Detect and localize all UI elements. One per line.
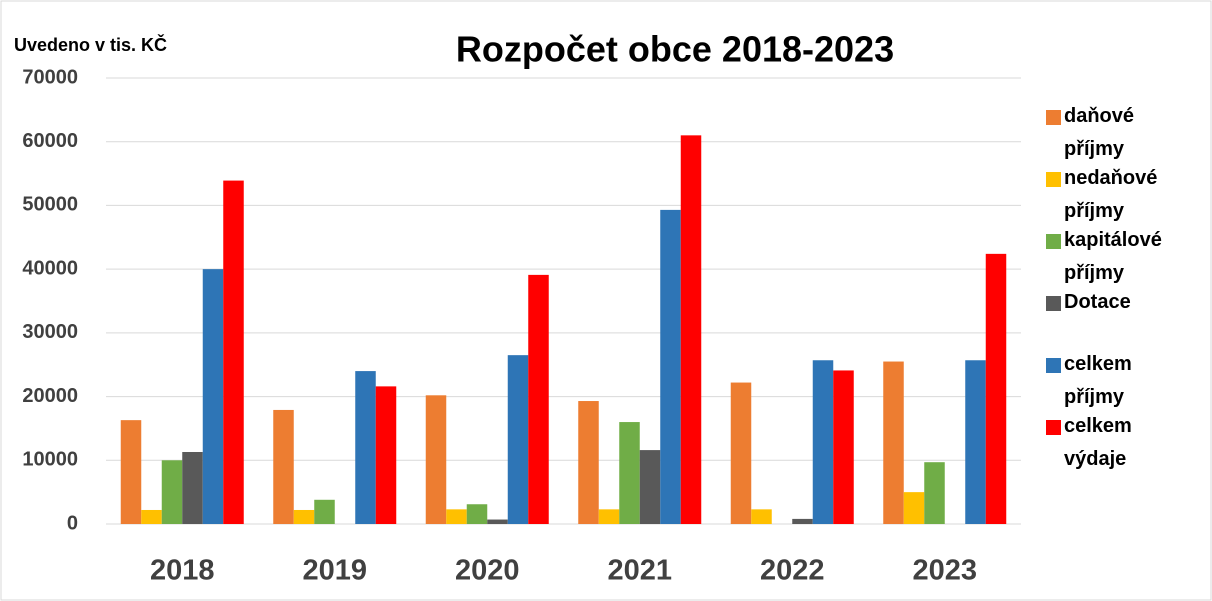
- x-tick-label: 2020: [455, 555, 520, 587]
- legend-swatch: [1046, 358, 1061, 373]
- y-tick-label: 60000: [22, 130, 78, 152]
- bar: [273, 409, 294, 524]
- bar: [446, 509, 467, 524]
- bar: [202, 269, 224, 524]
- bar: [903, 492, 925, 524]
- bar: [314, 499, 335, 524]
- bar: [466, 504, 488, 524]
- bar: [161, 460, 183, 524]
- legend-swatch: [1046, 296, 1061, 311]
- y-tick-label: 20000: [22, 385, 78, 407]
- bar: [598, 509, 620, 524]
- legend-swatch: [1046, 234, 1061, 249]
- bar: [578, 401, 599, 524]
- bar: [730, 382, 752, 524]
- legend-entry: celkem výdaje: [1046, 410, 1206, 472]
- bar: [985, 253, 1007, 524]
- legend-swatch: [1046, 420, 1061, 435]
- legend-entry: nedaňové příjmy: [1046, 162, 1206, 224]
- bar: [141, 509, 162, 524]
- subtitle: Uvedeno v tis. KČ: [14, 34, 167, 55]
- y-tick-label: 70000: [22, 66, 78, 88]
- legend: daňové příjmy nedaňové příjmy kapitálové p…: [1046, 100, 1206, 472]
- x-tick-label: 2019: [302, 555, 367, 587]
- bar: [680, 135, 702, 525]
- bar: [619, 422, 640, 524]
- bar: [182, 452, 203, 524]
- bar: [660, 209, 681, 525]
- x-tick-label: 2021: [607, 555, 672, 587]
- legend-entry: celkem příjmy: [1046, 348, 1206, 410]
- y-tick-label: 10000: [22, 449, 78, 471]
- legend-label: celkem příjmy: [1064, 353, 1132, 408]
- bar: [528, 274, 549, 524]
- bar: [833, 370, 854, 524]
- bar: [375, 386, 397, 524]
- bar: [639, 450, 661, 524]
- x-tick-label: 2018: [150, 555, 215, 587]
- legend-entry: Dotace: [1046, 286, 1206, 348]
- bar: [751, 509, 772, 524]
- legend-label: kapitálové příjmy: [1064, 229, 1162, 284]
- legend-label: nedaňové příjmy: [1064, 167, 1158, 222]
- bar: [924, 462, 945, 524]
- x-tick-label: 2023: [912, 555, 977, 587]
- y-tick-label: 40000: [22, 257, 78, 279]
- bar: [812, 360, 834, 524]
- bar: [120, 420, 142, 524]
- bar: [223, 180, 244, 524]
- legend-entry: kapitálové příjmy: [1046, 224, 1206, 286]
- bar: [487, 519, 508, 524]
- legend-swatch: [1046, 172, 1061, 187]
- legend-label: Dotace: [1064, 291, 1131, 313]
- bar: [507, 355, 529, 524]
- y-tick-label: 30000: [22, 321, 78, 343]
- bar: [293, 509, 315, 524]
- chart-title: Rozpočet obce 2018-2023: [456, 29, 894, 70]
- legend-entry: daňové příjmy: [1046, 100, 1206, 162]
- y-tick-label: 0: [67, 512, 78, 534]
- bar: [425, 395, 447, 524]
- legend-label: celkem výdaje: [1064, 415, 1132, 470]
- x-tick-label: 2022: [760, 555, 825, 587]
- bar: [965, 360, 986, 524]
- bar: [355, 371, 376, 524]
- legend-swatch: [1046, 110, 1061, 125]
- y-tick-label: 50000: [22, 194, 78, 216]
- legend-label: daňové příjmy: [1064, 105, 1135, 160]
- bar: [792, 518, 813, 524]
- bar: [883, 361, 904, 524]
